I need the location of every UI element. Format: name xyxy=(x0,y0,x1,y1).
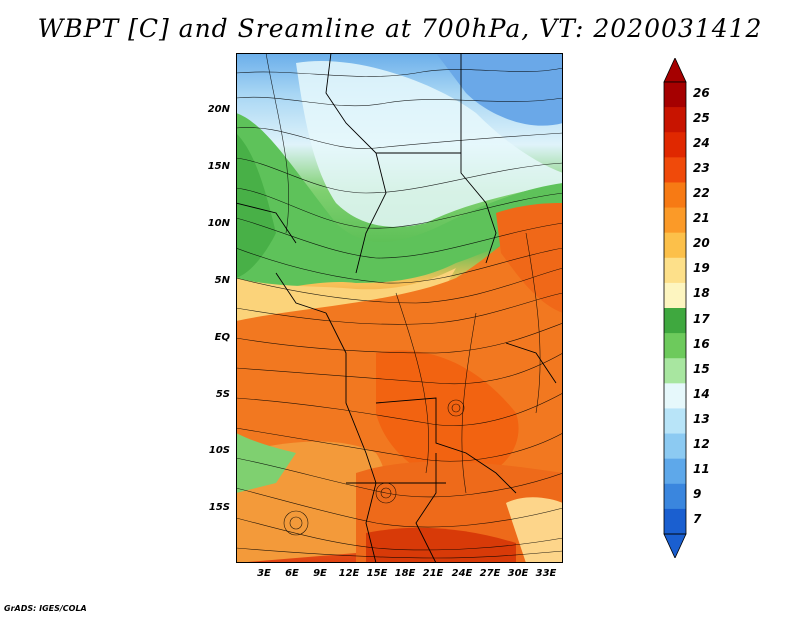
hot-core xyxy=(376,350,519,483)
green-patch-sw xyxy=(236,433,296,493)
lat-label: EQ xyxy=(214,332,230,343)
colorbar-level-label: 24 xyxy=(693,135,710,150)
lon-label: 12E xyxy=(338,568,360,579)
colorbar-swatch xyxy=(664,282,686,309)
warm-region-east xyxy=(496,203,563,313)
colorbar-level-label: 14 xyxy=(693,386,710,401)
colorbar-level-label: 11 xyxy=(693,462,710,477)
colorbar-swatch xyxy=(664,157,686,183)
yellow-strip xyxy=(236,268,456,323)
streamlines xyxy=(236,53,563,559)
lat-label: 10S xyxy=(208,445,230,456)
colorbar-swatch xyxy=(664,408,686,435)
map-panel xyxy=(236,53,563,563)
lon-label: 9E xyxy=(313,568,327,579)
lon-label: 24E xyxy=(451,568,473,579)
colorbar xyxy=(663,58,687,558)
colorbar-swatch xyxy=(664,232,686,259)
lon-label: 27E xyxy=(479,568,501,579)
colorbar-swatch xyxy=(664,257,686,284)
colorbar-level-label: 9 xyxy=(693,487,702,502)
chart-title: WBPT [C] and Sreamline at 700hPa, VT: 20… xyxy=(37,14,763,43)
colorbar-swatch xyxy=(664,207,686,234)
colorbar-bottom-arrow xyxy=(663,533,687,558)
lat-label: 5S xyxy=(215,389,230,400)
colorbar-swatch xyxy=(664,82,686,108)
colorbar-swatch xyxy=(664,358,686,384)
colorbar-top-arrow xyxy=(663,58,687,83)
cool-patch-se xyxy=(506,497,563,563)
colorbar-level-label: 7 xyxy=(693,512,702,527)
green-band-west xyxy=(236,133,276,278)
colorbar-level-label: 13 xyxy=(693,412,710,426)
lon-label: 33E xyxy=(535,568,557,579)
colorbar-level-label: 26 xyxy=(693,85,710,100)
hot-region-south xyxy=(366,527,516,563)
colorbar-level-label: 25 xyxy=(693,110,710,125)
colorbar-level-label: 23 xyxy=(693,160,710,175)
lat-label: 15S xyxy=(208,502,230,513)
colorbar-swatch xyxy=(664,308,686,334)
colorbar-swatch xyxy=(664,483,686,510)
lat-label: 5N xyxy=(214,275,230,286)
wbpt-field-map xyxy=(236,53,563,563)
lon-label: 21E xyxy=(422,568,444,579)
colorbar-swatch xyxy=(664,333,686,359)
colorbar-swatch xyxy=(664,433,686,460)
country-borders xyxy=(236,53,557,563)
colorbar-swatch xyxy=(664,508,686,535)
colorbar-swatches xyxy=(663,58,687,558)
cold-region-ne xyxy=(436,53,563,126)
lat-label: 15N xyxy=(207,161,230,172)
colorbar-level-label: 19 xyxy=(693,261,710,276)
colorbar-level-label: 21 xyxy=(693,211,710,226)
colorbar-frame xyxy=(663,81,687,535)
lon-label: 30E xyxy=(507,568,529,579)
colorbar-swatch xyxy=(664,182,686,209)
credit-text: GrADS: IGES/COLA xyxy=(4,604,87,613)
colorbar-swatch xyxy=(664,458,686,485)
lat-label: 20N xyxy=(207,104,230,115)
colorbar-level-label: 16 xyxy=(693,336,710,351)
colorbar-swatch xyxy=(664,383,686,409)
colorbar-swatch xyxy=(664,107,686,133)
map-frame xyxy=(236,53,563,563)
colorbar-level-label: 15 xyxy=(693,361,710,376)
colorbar-level-label: 22 xyxy=(693,186,710,200)
lon-label: 6E xyxy=(285,568,299,579)
lon-label: 3E xyxy=(257,568,271,579)
colorbar-level-label: 12 xyxy=(693,437,710,452)
green-band xyxy=(236,113,563,293)
lon-label: 18E xyxy=(394,568,416,579)
lat-label: 10N xyxy=(207,218,230,229)
colorbar-level-label: 20 xyxy=(693,236,710,251)
lon-label: 15E xyxy=(366,568,388,579)
cool-region-north xyxy=(296,61,563,227)
colorbar-swatch xyxy=(664,132,686,158)
colorbar-level-label: 17 xyxy=(693,311,710,326)
colorbar-level-label: 18 xyxy=(693,286,710,301)
